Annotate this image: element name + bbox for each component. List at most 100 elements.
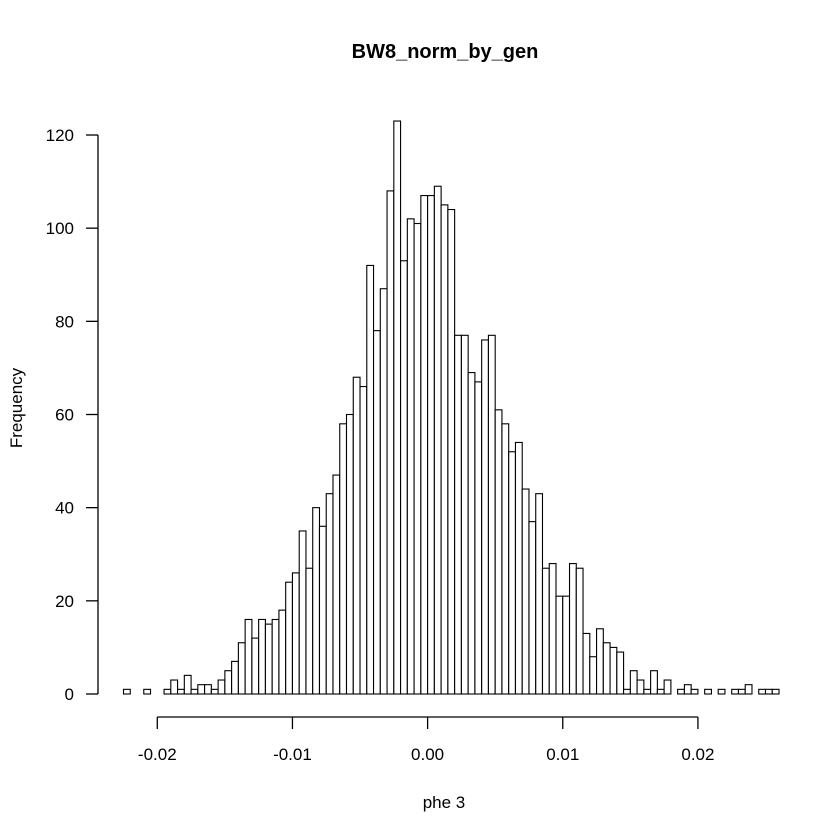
histogram-bar xyxy=(359,385,368,695)
histogram-bar xyxy=(508,451,517,695)
histogram-bar xyxy=(568,563,577,695)
histogram-bar xyxy=(683,684,692,695)
histogram-bar xyxy=(305,567,314,695)
histogram-bar xyxy=(690,688,699,695)
histogram-bar xyxy=(764,688,773,695)
histogram-bar xyxy=(677,688,685,695)
y-axis-label: Frequency xyxy=(7,367,26,448)
histogram-bar xyxy=(366,264,375,695)
histogram-bar xyxy=(460,334,469,695)
histogram-bar xyxy=(629,670,638,695)
y-tick-label: 80 xyxy=(55,312,74,331)
histogram-bar xyxy=(609,646,618,695)
histogram-bar xyxy=(582,632,591,695)
histogram-bar xyxy=(433,185,442,695)
histogram-bar xyxy=(467,372,476,695)
histogram-bar xyxy=(372,330,381,695)
histogram-bar xyxy=(562,595,571,695)
histogram-bar xyxy=(190,688,199,695)
x-tick-label: 0.00 xyxy=(411,745,444,764)
histogram-bar xyxy=(731,688,740,695)
histogram-bar xyxy=(177,688,185,695)
y-tick-label: 100 xyxy=(46,219,74,238)
histogram-bar xyxy=(474,381,483,695)
histogram-bar xyxy=(197,684,206,695)
histogram-bar xyxy=(602,642,611,695)
histogram-bar xyxy=(589,656,598,695)
histogram-bar xyxy=(514,441,523,695)
histogram-bar xyxy=(210,688,219,695)
histogram-bar xyxy=(291,572,300,695)
histogram-bar xyxy=(345,413,354,695)
histogram-bar xyxy=(278,609,287,695)
y-tick-label: 20 xyxy=(55,592,74,611)
histogram-bar xyxy=(528,521,537,695)
histogram-bar xyxy=(656,688,665,695)
histogram-bar xyxy=(258,618,266,695)
histogram-bar xyxy=(400,260,408,695)
histogram-bar xyxy=(122,688,131,695)
histogram-bar xyxy=(420,195,429,695)
x-tick-label: 0.01 xyxy=(546,745,579,764)
histogram-bar xyxy=(183,674,192,695)
histogram-bar xyxy=(271,618,280,695)
histogram-bar xyxy=(298,530,307,695)
histogram-bar xyxy=(237,642,246,695)
histogram-bar xyxy=(312,507,321,695)
histogram-bar xyxy=(244,618,253,695)
histogram-bar xyxy=(427,195,435,695)
histogram-bar xyxy=(737,688,746,695)
histogram-bar xyxy=(535,493,544,695)
histogram-bar xyxy=(224,670,233,695)
histogram-bar xyxy=(339,423,348,695)
chart-title: BW8_norm_by_gen xyxy=(352,41,539,63)
histogram-bar xyxy=(616,651,625,695)
histogram-bar xyxy=(717,688,726,695)
histogram-bar xyxy=(170,679,179,695)
histogram-bar xyxy=(413,222,422,695)
histogram-bar xyxy=(406,218,415,695)
histogram-bar xyxy=(264,623,273,695)
histogram-bar xyxy=(487,334,496,695)
histogram-bar xyxy=(650,670,658,695)
y-axis-ticks: 0 20 40 60 80 100 120 xyxy=(46,126,98,704)
histogram-bar xyxy=(163,688,172,695)
histogram-bar xyxy=(231,660,239,695)
histogram-bar xyxy=(575,567,584,695)
histogram-bar xyxy=(643,688,652,695)
histogram-bar xyxy=(555,595,564,695)
histogram-bar xyxy=(352,376,361,695)
x-tick-label: -0.02 xyxy=(138,745,177,764)
histogram-bar xyxy=(481,339,489,695)
x-tick-label: 0.02 xyxy=(681,745,714,764)
histogram-bar xyxy=(332,474,341,695)
histogram-bar xyxy=(379,288,388,695)
histogram-bar xyxy=(623,688,631,695)
histogram-bar xyxy=(704,688,712,695)
histogram-bar xyxy=(143,688,152,695)
histogram-bar xyxy=(494,409,503,695)
histogram-bar xyxy=(541,567,550,695)
histogram-bars xyxy=(122,120,780,695)
y-tick-label: 120 xyxy=(46,126,74,145)
x-tick-label: -0.01 xyxy=(273,745,312,764)
x-axis-label: phe 3 xyxy=(423,793,466,812)
x-axis-ticks: -0.02 -0.01 0.00 0.01 0.02 xyxy=(138,717,714,764)
histogram-bar xyxy=(454,334,462,695)
histogram-bar xyxy=(447,208,456,695)
histogram-bar xyxy=(771,688,780,695)
histogram-bar xyxy=(393,120,402,695)
histogram-bar xyxy=(386,190,395,695)
histogram-bar xyxy=(744,684,753,695)
histogram-bar xyxy=(325,493,334,695)
y-tick-label: 40 xyxy=(55,499,74,518)
histogram-bar xyxy=(548,563,557,695)
histogram-bar xyxy=(501,423,510,695)
histogram-bar xyxy=(758,688,767,695)
histogram-bar xyxy=(521,488,530,695)
histogram-bar xyxy=(251,637,260,695)
histogram-bar xyxy=(217,679,226,695)
histogram-bar xyxy=(318,525,327,695)
y-tick-label: 0 xyxy=(65,685,74,704)
